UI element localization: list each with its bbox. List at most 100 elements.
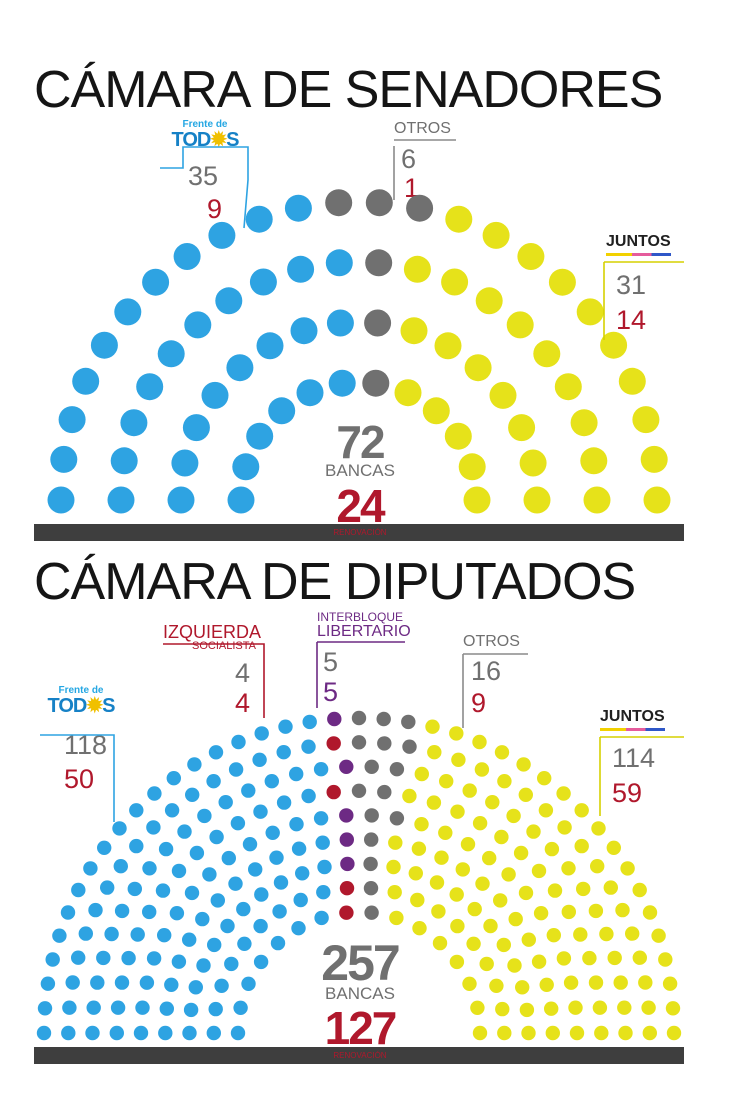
diputados-seat	[376, 711, 391, 727]
diputados-seat	[241, 783, 256, 798]
diputados-seat	[236, 901, 251, 917]
diputados-seat	[158, 841, 174, 857]
diputados-seat	[269, 850, 284, 865]
diputados-juntos-renew: 59	[612, 778, 643, 808]
diputados-seat	[613, 975, 628, 990]
diputados-fdt-logo-main: TOD✹S	[47, 695, 116, 717]
diputados-seat	[182, 932, 197, 947]
diputados-seat	[496, 937, 511, 953]
diputados-seat	[254, 726, 269, 741]
diputados-seat	[556, 951, 572, 966]
diputados-seat	[65, 975, 80, 990]
diputados-seat	[326, 784, 341, 800]
diputados-seat	[513, 845, 529, 861]
senado-seat	[120, 409, 148, 437]
diputados-seat	[561, 861, 576, 876]
diputados-seat	[52, 928, 67, 943]
diputados-izquierda-seats: 4	[235, 658, 251, 688]
senado-seat	[328, 369, 356, 397]
diputados-seat	[642, 1025, 657, 1041]
diputados-seat	[412, 921, 427, 936]
diputados-seat	[313, 762, 329, 777]
diputados-seat	[293, 892, 308, 908]
diputados-seat	[242, 837, 258, 852]
diputados-seat	[497, 1025, 512, 1041]
diputados-libertario-name-1: INTERBLOQUE	[317, 610, 404, 624]
diputados-seat	[449, 887, 464, 902]
diputados-seat	[189, 845, 205, 861]
diputados-seat	[228, 762, 244, 777]
diputados-seat	[289, 817, 304, 832]
diputados-seat	[545, 1025, 560, 1041]
diputados-seat	[427, 745, 442, 760]
diputados-seat	[641, 1000, 656, 1015]
diputados-seat	[146, 951, 162, 966]
senado-seat	[444, 422, 472, 450]
diputados-seat	[171, 954, 187, 969]
diputados-seat	[90, 975, 105, 990]
diputados-seat	[539, 977, 554, 992]
diputados-seat	[231, 734, 246, 750]
diputados-seat	[363, 881, 379, 896]
diputados-seat	[665, 1001, 681, 1016]
diputados-seat	[515, 980, 530, 995]
diputados-seat	[185, 787, 200, 802]
diputados-seat	[187, 757, 202, 772]
senado-seat	[256, 332, 284, 360]
diputados-izquierda-sub: SOCIALISTA	[192, 640, 256, 652]
diputados-seat	[241, 976, 256, 991]
diputados-seat	[617, 1000, 632, 1015]
diputados-seat	[254, 887, 269, 902]
diputados-libertario-name-2: LIBERTARIO	[317, 623, 411, 640]
diputados-seat	[184, 885, 200, 901]
senado-fdt-renew: 9	[207, 194, 223, 224]
diputados-seat	[158, 1025, 173, 1041]
diputados-seat	[377, 784, 392, 800]
senado-seat	[464, 354, 492, 382]
diputados-seat	[71, 882, 86, 898]
diputados-seat	[576, 881, 591, 897]
diputados-seat	[291, 921, 306, 936]
diputados-seat	[40, 976, 56, 991]
diputados-seat	[507, 958, 522, 973]
senado-seat	[287, 255, 315, 283]
diputados-seat	[472, 1025, 488, 1041]
diputados-seat	[591, 821, 606, 836]
senado-seat	[142, 268, 170, 296]
senado-seat	[441, 268, 469, 296]
diputados-seat	[104, 926, 119, 942]
diputados-seat	[450, 804, 465, 819]
diputados-seat	[351, 783, 367, 798]
diputados-seat	[37, 1001, 53, 1016]
senado-fdt-logo: Frente de TOD✹S	[160, 120, 250, 150]
diputados-seat	[592, 1000, 608, 1015]
diputados-seat	[327, 711, 342, 727]
diputados-seat	[501, 867, 516, 882]
diputados-seat	[129, 838, 144, 854]
diputados-seat	[207, 937, 222, 953]
senado-seat	[184, 311, 212, 339]
senado-otros-seats: 6	[401, 144, 417, 174]
senado-seat	[215, 287, 243, 315]
diputados-seat	[177, 824, 192, 839]
senado-seat	[406, 194, 434, 222]
diputados-seat	[182, 1025, 197, 1041]
diputados-seat	[425, 719, 440, 734]
diputados-seat	[472, 734, 487, 750]
diputados-seat	[97, 840, 112, 855]
diputados-seat	[495, 1001, 510, 1017]
diputados-seat	[414, 766, 429, 782]
diputados-seat	[479, 956, 494, 972]
diputados-seat	[518, 787, 533, 802]
diputados-seat	[494, 829, 509, 845]
senado-seat	[403, 255, 431, 283]
diputados-seat	[139, 975, 155, 990]
senado-seat	[533, 340, 561, 368]
diputados-seat	[386, 859, 401, 875]
diputados-seat	[526, 824, 541, 839]
diputados-seat	[411, 841, 427, 856]
diputados-seat	[316, 885, 331, 900]
diputados-otros-name: OTROS	[463, 633, 520, 650]
sun-icon: ✹	[210, 129, 227, 151]
